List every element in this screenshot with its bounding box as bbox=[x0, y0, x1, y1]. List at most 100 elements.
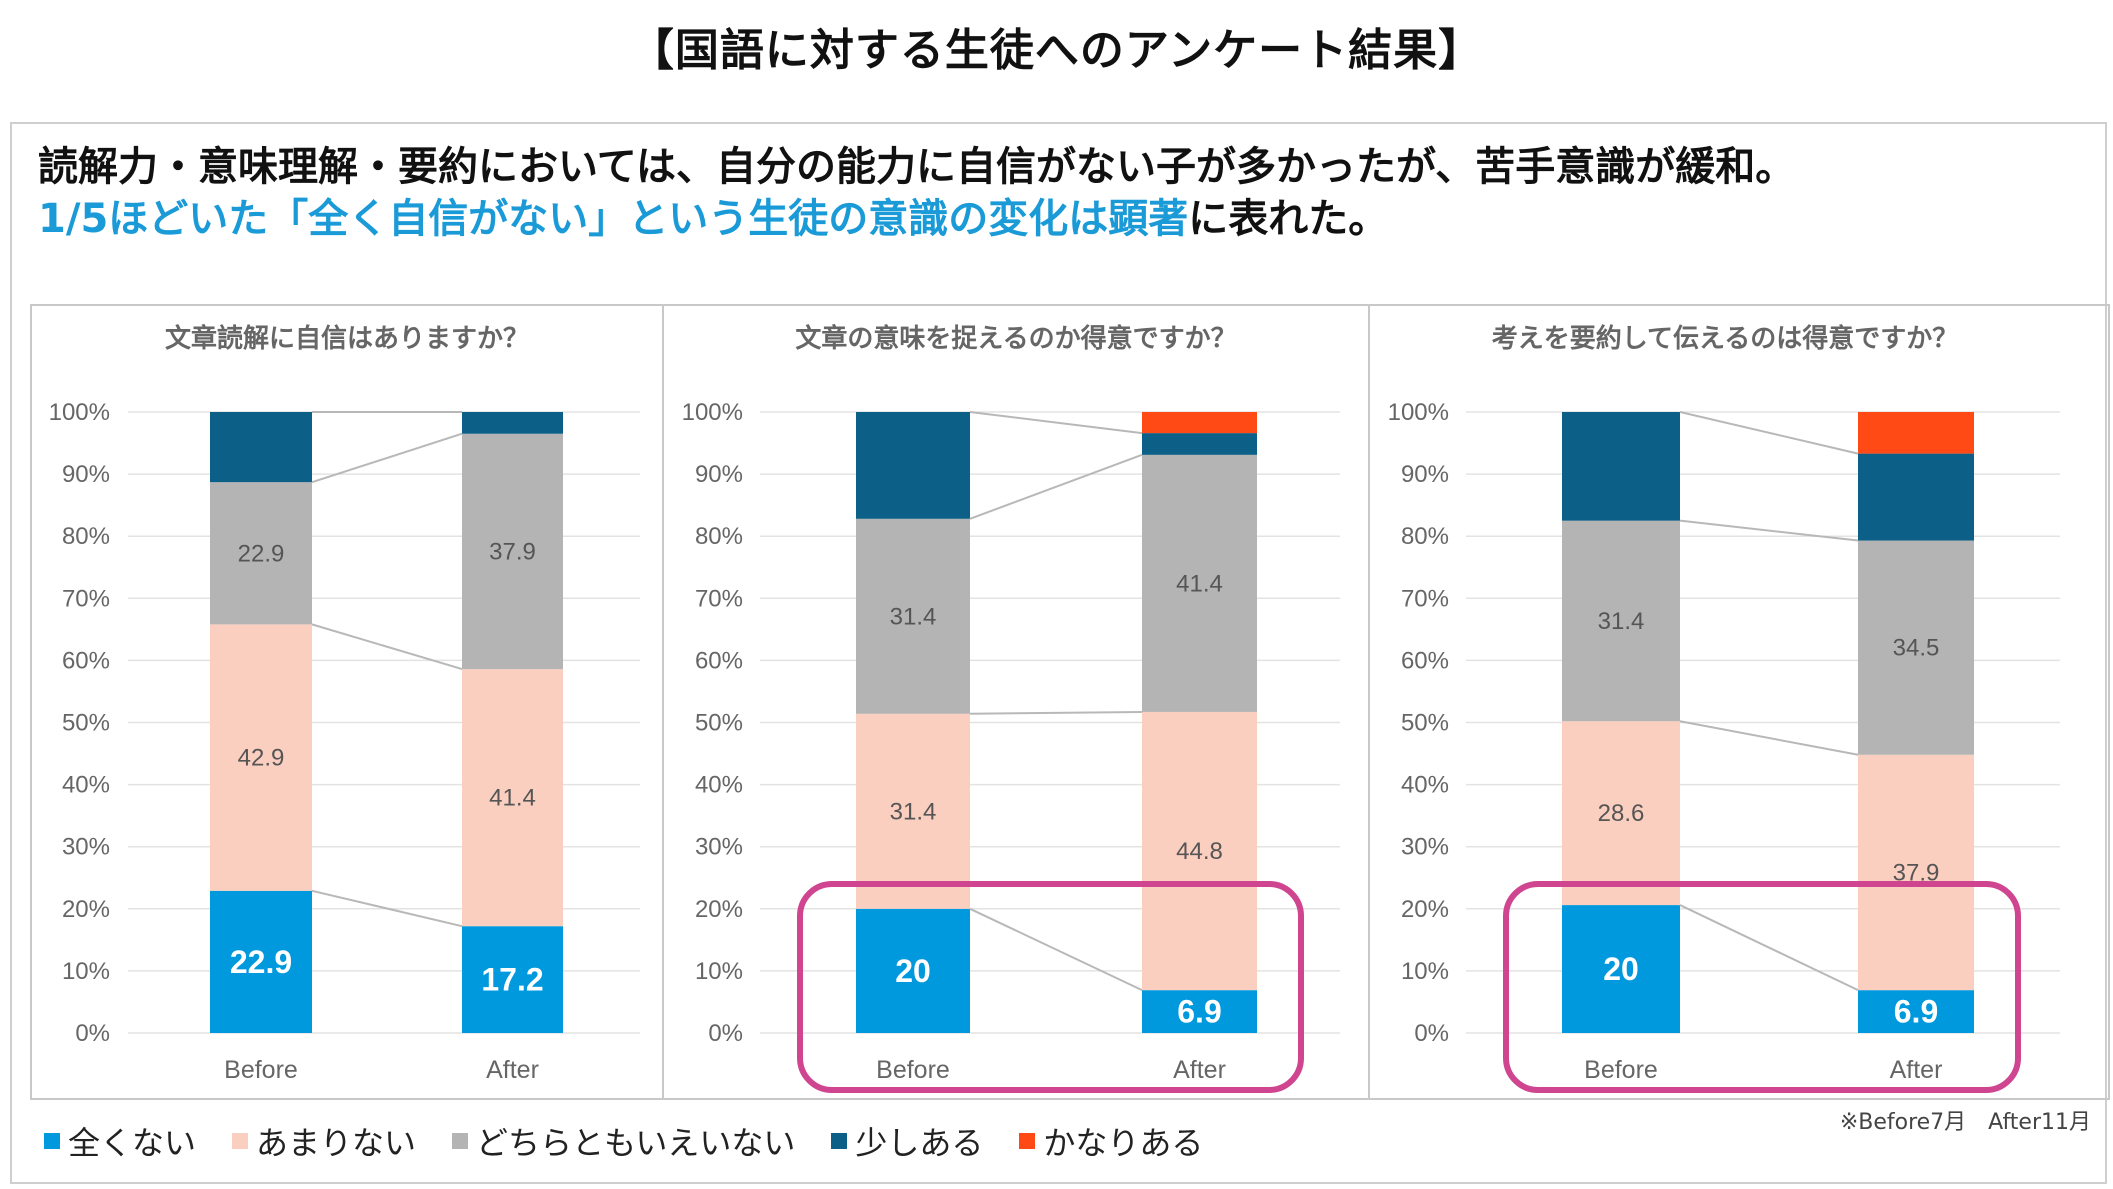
series-connector bbox=[969, 907, 1143, 992]
y-tick-label: 50% bbox=[1401, 710, 1449, 737]
panel-divider bbox=[662, 304, 664, 1100]
y-tick-label: 60% bbox=[62, 647, 110, 674]
y-tick-label: 90% bbox=[695, 461, 743, 488]
series-connector bbox=[1679, 904, 1859, 992]
series-connector bbox=[1679, 519, 1859, 542]
data-label: 31.4 bbox=[890, 798, 937, 825]
panel-divider bbox=[1368, 304, 1370, 1100]
bar-segment bbox=[210, 412, 312, 483]
legend-label: どちらともいえいない bbox=[476, 1124, 796, 1162]
headline-line1: 読解力・意味理解・要約においては、自分の能力に自信がない子が多かったが、苦手意識… bbox=[38, 144, 1796, 190]
bar-segment bbox=[462, 412, 563, 434]
y-tick-label: 90% bbox=[1401, 461, 1449, 488]
bar-segment bbox=[1142, 454, 1257, 712]
bar-segment bbox=[856, 908, 970, 1033]
y-tick-label: 60% bbox=[695, 647, 743, 674]
data-label: 37.9 bbox=[489, 538, 536, 565]
chart-title-summary: 考えを要約して伝えるのは得意ですか？ bbox=[1491, 324, 1959, 354]
bar-segment bbox=[210, 624, 312, 891]
bar-segment bbox=[1562, 905, 1680, 1033]
y-tick-label: 0% bbox=[1414, 1020, 1449, 1047]
y-tick-label: 80% bbox=[62, 523, 110, 550]
legend-item: どちらともいえいない bbox=[452, 1118, 795, 1164]
bar-segment bbox=[856, 412, 970, 519]
series-connector bbox=[1679, 720, 1859, 756]
legend-label: あまりない bbox=[256, 1124, 417, 1162]
data-label: 34.5 bbox=[1893, 635, 1940, 662]
data-label: 6.9 bbox=[1177, 994, 1221, 1030]
legend-swatch bbox=[232, 1133, 249, 1149]
y-tick-label: 0% bbox=[75, 1020, 110, 1047]
series-connector bbox=[311, 889, 463, 928]
legend-item: かなりある bbox=[1019, 1118, 1203, 1164]
data-label: 42.9 bbox=[238, 745, 285, 772]
data-label: 41.4 bbox=[1176, 570, 1223, 597]
bar-segment bbox=[210, 482, 312, 625]
y-tick-label: 70% bbox=[62, 585, 110, 612]
chart-title-reading: 文章読解に自信はありますか？ bbox=[164, 324, 529, 354]
x-tick-label: After bbox=[1890, 1056, 1943, 1084]
x-tick-label: After bbox=[1173, 1056, 1226, 1084]
bar-segment bbox=[1142, 990, 1257, 1033]
bar-segment bbox=[1142, 412, 1257, 434]
legend-label: かなりある bbox=[1043, 1124, 1204, 1162]
legend-item: あまりない bbox=[232, 1118, 416, 1164]
x-tick-label: Before bbox=[1584, 1056, 1658, 1084]
series-connector bbox=[969, 453, 1143, 520]
bar-segment bbox=[462, 433, 563, 670]
data-label: 17.2 bbox=[481, 962, 543, 998]
series-connector bbox=[1679, 411, 1859, 455]
y-tick-label: 10% bbox=[695, 958, 743, 985]
series-connector bbox=[311, 432, 463, 484]
bar-segment bbox=[462, 669, 563, 927]
legend-item: 少しある bbox=[831, 1118, 983, 1164]
highlight-box bbox=[1503, 881, 2021, 1093]
y-tick-label: 40% bbox=[695, 772, 743, 799]
data-label: 31.4 bbox=[1598, 608, 1645, 635]
data-label: 20 bbox=[895, 953, 931, 989]
y-tick-label: 30% bbox=[695, 834, 743, 861]
y-tick-label: 60% bbox=[1401, 647, 1449, 674]
headline-line2: 1/5ほどいた「全く自信がない」という生徒の意識の変化は顕著に表れた。 bbox=[38, 186, 1388, 244]
legend-item: 全くない bbox=[44, 1118, 196, 1164]
y-tick-label: 70% bbox=[695, 585, 743, 612]
data-label: 31.4 bbox=[890, 603, 937, 630]
bar-segment bbox=[1562, 721, 1680, 906]
charts-container bbox=[30, 304, 2110, 1100]
series-connector bbox=[311, 623, 463, 671]
bar-segment bbox=[1142, 711, 1257, 991]
content-frame bbox=[10, 122, 2107, 1184]
data-label: 22.9 bbox=[230, 944, 292, 980]
bar-segment bbox=[462, 926, 563, 1033]
highlight-box bbox=[797, 881, 1304, 1093]
legend-swatch bbox=[1019, 1133, 1036, 1149]
bar-segment bbox=[1858, 412, 1974, 454]
x-tick-label: Before bbox=[876, 1056, 950, 1084]
headline-rest: に表れた。 bbox=[1188, 196, 1389, 242]
bar-segment bbox=[1562, 520, 1680, 722]
bar-segment bbox=[210, 890, 312, 1033]
y-tick-label: 20% bbox=[695, 896, 743, 923]
bar-segment bbox=[1142, 433, 1257, 455]
y-tick-label: 80% bbox=[695, 523, 743, 550]
legend-label: 少しある bbox=[855, 1124, 984, 1162]
y-tick-label: 0% bbox=[708, 1020, 743, 1047]
bar-segment bbox=[1562, 412, 1680, 521]
y-tick-label: 80% bbox=[1401, 523, 1449, 550]
legend-swatch bbox=[831, 1133, 848, 1149]
y-tick-label: 40% bbox=[62, 772, 110, 799]
y-tick-label: 30% bbox=[1401, 834, 1449, 861]
y-tick-label: 30% bbox=[62, 834, 110, 861]
data-label: 41.4 bbox=[489, 785, 536, 812]
y-tick-label: 20% bbox=[62, 896, 110, 923]
chart-title-meaning: 文章の意味を捉えるのか得意ですか？ bbox=[795, 324, 1237, 354]
data-label: 22.9 bbox=[238, 540, 285, 567]
legend-label: 全くない bbox=[68, 1124, 197, 1162]
y-tick-label: 90% bbox=[62, 461, 110, 488]
bar-segment bbox=[856, 518, 970, 714]
series-connector bbox=[969, 710, 1143, 715]
y-tick-label: 40% bbox=[1401, 772, 1449, 799]
legend: 全くない あまりない どちらともいえいない 少しある かなりある bbox=[44, 1118, 1203, 1164]
x-tick-label: After bbox=[486, 1056, 539, 1084]
